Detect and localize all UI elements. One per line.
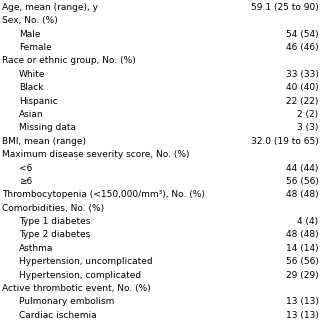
Text: 46 (46): 46 (46)	[286, 43, 318, 52]
Text: 59.1 (25 to 90): 59.1 (25 to 90)	[251, 3, 318, 12]
Text: Pulmonary embolism: Pulmonary embolism	[19, 297, 115, 307]
Text: 22 (22): 22 (22)	[286, 97, 318, 106]
Text: 13 (13): 13 (13)	[285, 297, 318, 307]
Text: 29 (29): 29 (29)	[286, 271, 318, 280]
Text: 48 (48): 48 (48)	[286, 190, 318, 199]
Text: Male: Male	[19, 30, 41, 39]
Text: 33 (33): 33 (33)	[285, 70, 318, 79]
Text: 44 (44): 44 (44)	[286, 164, 318, 172]
Text: BMI, mean (range): BMI, mean (range)	[2, 137, 86, 146]
Text: Asthma: Asthma	[19, 244, 53, 253]
Text: Sex, No. (%): Sex, No. (%)	[2, 16, 57, 25]
Text: White: White	[19, 70, 46, 79]
Text: Black: Black	[19, 83, 44, 92]
Text: Active thrombotic event, No. (%): Active thrombotic event, No. (%)	[2, 284, 150, 293]
Text: Maximum disease severity score, No. (%): Maximum disease severity score, No. (%)	[2, 150, 189, 159]
Text: Type 1 diabetes: Type 1 diabetes	[19, 217, 91, 226]
Text: 40 (40): 40 (40)	[286, 83, 318, 92]
Text: 48 (48): 48 (48)	[286, 230, 318, 239]
Text: 54 (54): 54 (54)	[286, 30, 318, 39]
Text: Cardiac ischemia: Cardiac ischemia	[19, 311, 97, 320]
Text: 56 (56): 56 (56)	[285, 257, 318, 266]
Text: Asian: Asian	[19, 110, 44, 119]
Text: 4 (4): 4 (4)	[297, 217, 318, 226]
Text: Hispanic: Hispanic	[19, 97, 58, 106]
Text: 56 (56): 56 (56)	[285, 177, 318, 186]
Text: Age, mean (range), y: Age, mean (range), y	[2, 3, 98, 12]
Text: <6: <6	[19, 164, 33, 172]
Text: Hypertension, uncomplicated: Hypertension, uncomplicated	[19, 257, 153, 266]
Text: Female: Female	[19, 43, 52, 52]
Text: Type 2 diabetes: Type 2 diabetes	[19, 230, 91, 239]
Text: Missing data: Missing data	[19, 124, 76, 132]
Text: Hypertension, complicated: Hypertension, complicated	[19, 271, 141, 280]
Text: Race or ethnic group, No. (%): Race or ethnic group, No. (%)	[2, 56, 135, 65]
Text: ≥6: ≥6	[19, 177, 32, 186]
Text: 2 (2): 2 (2)	[297, 110, 318, 119]
Text: 13 (13): 13 (13)	[285, 311, 318, 320]
Text: 32.0 (19 to 65): 32.0 (19 to 65)	[251, 137, 318, 146]
Text: Comorbidities, No. (%): Comorbidities, No. (%)	[2, 204, 104, 213]
Text: Thrombocytopenia (<150,000/mm³), No. (%): Thrombocytopenia (<150,000/mm³), No. (%)	[2, 190, 204, 199]
Text: 14 (14): 14 (14)	[286, 244, 318, 253]
Text: 3 (3): 3 (3)	[297, 124, 318, 132]
